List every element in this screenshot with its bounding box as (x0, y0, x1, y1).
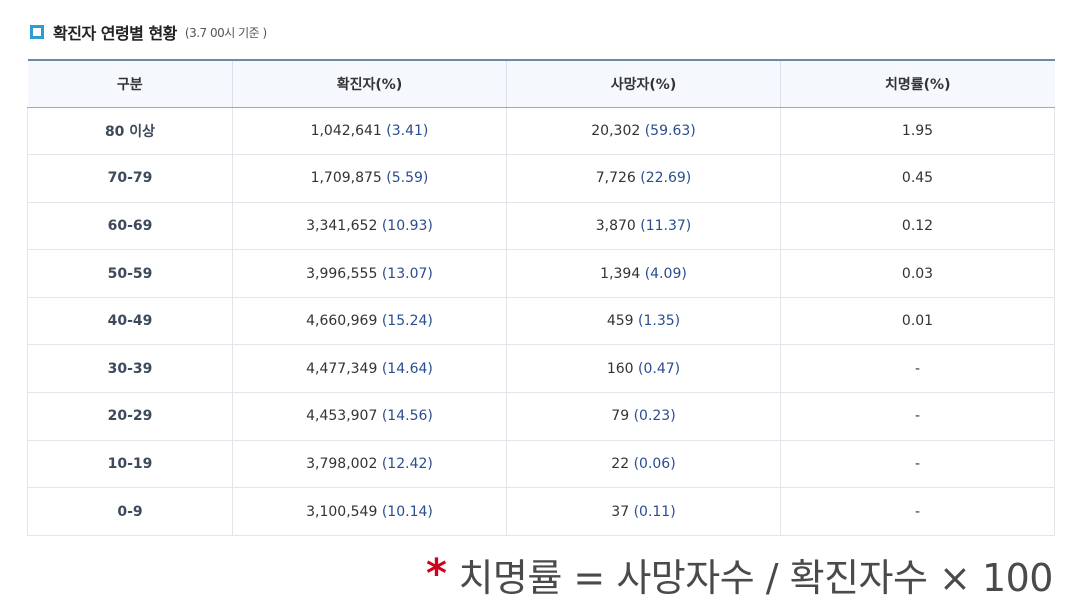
age-group-cell: 20-29 (27, 392, 233, 441)
deaths-count: 3,870 (595, 217, 636, 234)
cases-percent: (15.24) (381, 313, 433, 330)
cases-percent: (14.56) (381, 408, 433, 425)
cases-cell: 1,709,875 (5.59) (232, 154, 507, 203)
deaths-count: 79 (611, 408, 630, 425)
cases-percent: (3.41) (386, 122, 429, 139)
deaths-percent: (22.69) (640, 170, 692, 187)
deaths-cell: 7,726 (22.69) (506, 154, 781, 203)
cases-percent: (10.93) (381, 217, 433, 234)
square-bullet-icon (30, 25, 44, 39)
section-title: 확진자 연령별 현황 (53, 24, 177, 43)
cases-cell: 4,453,907 (14.56) (232, 392, 507, 441)
cases-cell: 3,341,652 (10.93) (232, 202, 507, 251)
deaths-cell: 1,394 (4.09) (506, 249, 781, 298)
table-row: 60-69 3,341,652 (10.93) 3,870 (11.37) 0.12 (27, 202, 1055, 251)
table-row: 10-19 3,798,002 (12.42) 22 (0.06) - (27, 440, 1055, 489)
cases-cell: 4,660,969 (15.24) (232, 297, 507, 346)
fatality-rate-cell: 0.45 (780, 154, 1055, 203)
cases-cell: 3,798,002 (12.42) (232, 440, 507, 489)
cases-cell: 4,477,349 (14.64) (232, 344, 507, 394)
table-row: 30-39 4,477,349 (14.64) 160 (0.47) - (27, 344, 1055, 394)
table-row: 50-59 3,996,555 (13.07) 1,394 (4.09) 0.03 (27, 249, 1055, 298)
cases-count: 1,042,641 (310, 122, 382, 139)
cases-count: 4,660,969 (306, 313, 378, 330)
deaths-cell: 37 (0.11) (506, 487, 781, 536)
cases-percent: (5.59) (386, 170, 429, 187)
deaths-count: 160 (606, 360, 634, 377)
column-header-deaths: 사망자(%) (506, 59, 781, 108)
age-group-cell: 70-79 (27, 154, 233, 203)
formula-text: 치명률 = 사망자수 / 확진자수 × 100 (458, 555, 1053, 600)
fatality-rate-cell: - (780, 487, 1055, 536)
table-row: 0-9 3,100,549 (10.14) 37 (0.11) - (27, 487, 1055, 536)
age-group-cell: 50-59 (27, 249, 233, 298)
cases-percent: (13.07) (381, 265, 433, 282)
cases-percent: (12.42) (381, 455, 433, 472)
fatality-rate-cell: 0.03 (780, 249, 1055, 298)
asterisk-marker: * (426, 551, 447, 597)
cases-count: 3,100,549 (306, 503, 378, 520)
fatality-rate-cell: 0.12 (780, 202, 1055, 251)
cases-percent: (10.14) (381, 503, 433, 520)
table-row: 20-29 4,453,907 (14.56) 79 (0.23) - (27, 392, 1055, 441)
deaths-count: 459 (606, 313, 634, 330)
age-group-cell: 40-49 (27, 297, 233, 346)
cases-count: 3,798,002 (306, 455, 378, 472)
age-group-cell: 80 이상 (27, 107, 233, 156)
deaths-count: 1,394 (600, 265, 641, 282)
deaths-count: 20,302 (591, 122, 641, 139)
cases-count: 3,996,555 (306, 265, 378, 282)
deaths-percent: (0.23) (633, 408, 676, 425)
deaths-cell: 459 (1.35) (506, 297, 781, 346)
cases-cell: 3,100,549 (10.14) (232, 487, 507, 536)
cases-count: 4,477,349 (306, 360, 378, 377)
deaths-cell: 22 (0.06) (506, 440, 781, 489)
deaths-cell: 79 (0.23) (506, 392, 781, 441)
column-header-age: 구분 (27, 59, 233, 108)
age-group-cell: 60-69 (27, 202, 233, 251)
deaths-count: 22 (611, 455, 630, 472)
deaths-percent: (11.37) (640, 217, 692, 234)
fatality-rate-cell: - (780, 440, 1055, 489)
deaths-cell: 160 (0.47) (506, 344, 781, 394)
cases-count: 3,341,652 (306, 217, 378, 234)
age-stats-table: 구분 확진자(%) 사망자(%) 치명률(%) 80 이상 1,042,641 (… (27, 59, 1055, 536)
section-header: 확진자 연령별 현황 (3.7 00시 기준 ) (30, 20, 267, 44)
fatality-rate-cell: 0.01 (780, 297, 1055, 346)
age-group-cell: 30-39 (27, 344, 233, 394)
deaths-percent: (4.09) (644, 265, 687, 282)
section-subtitle: (3.7 00시 기준 ) (184, 25, 267, 40)
cases-count: 4,453,907 (306, 408, 378, 425)
column-header-cases: 확진자(%) (232, 59, 507, 108)
age-group-cell: 10-19 (27, 440, 233, 489)
cases-percent: (14.64) (381, 360, 433, 377)
cases-cell: 3,996,555 (13.07) (232, 249, 507, 298)
cases-cell: 1,042,641 (3.41) (232, 107, 507, 156)
deaths-count: 37 (611, 503, 630, 520)
deaths-cell: 20,302 (59.63) (506, 107, 781, 156)
table-header-row: 구분 확진자(%) 사망자(%) 치명률(%) (27, 59, 1055, 108)
deaths-cell: 3,870 (11.37) (506, 202, 781, 251)
deaths-percent: (0.06) (633, 455, 676, 472)
deaths-percent: (59.63) (644, 122, 696, 139)
table-row: 80 이상 1,042,641 (3.41) 20,302 (59.63) 1.95 (27, 107, 1055, 156)
deaths-percent: (1.35) (638, 313, 681, 330)
deaths-count: 7,726 (595, 170, 636, 187)
fatality-rate-cell: - (780, 344, 1055, 394)
table-row: 70-79 1,709,875 (5.59) 7,726 (22.69) 0.45 (27, 154, 1055, 203)
table-row: 40-49 4,660,969 (15.24) 459 (1.35) 0.01 (27, 297, 1055, 346)
age-group-cell: 0-9 (27, 487, 233, 536)
column-header-fatality: 치명률(%) (780, 59, 1055, 108)
deaths-percent: (0.11) (633, 503, 676, 520)
fatality-rate-cell: 1.95 (780, 107, 1055, 156)
fatality-rate-cell: - (780, 392, 1055, 441)
deaths-percent: (0.47) (638, 360, 681, 377)
fatality-formula-note: * 치명률 = 사망자수 / 확진자수 × 100 (426, 548, 1053, 600)
cases-count: 1,709,875 (310, 170, 382, 187)
